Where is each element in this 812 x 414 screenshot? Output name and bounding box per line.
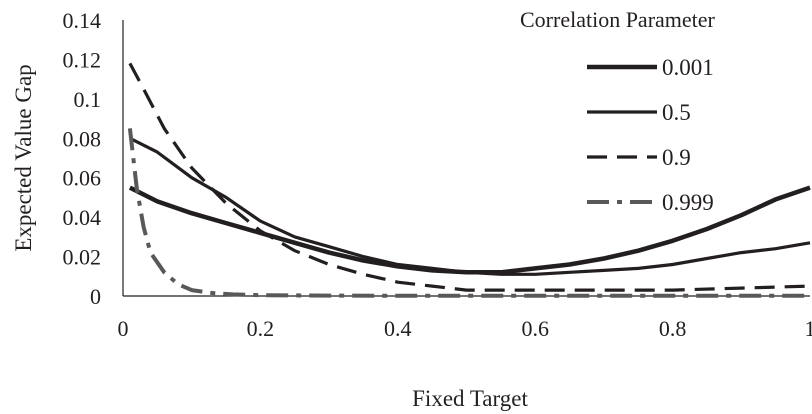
y-tick-label: 0.1 [74, 87, 102, 112]
y-tick-label: 0.04 [63, 205, 102, 230]
x-tick-label: 0.8 [659, 316, 687, 341]
x-tick-label: 0.4 [384, 316, 412, 341]
x-tick-labels: 0 0.2 0.4 0.6 0.8 1 [118, 316, 812, 341]
y-tick-labels: 0 0.02 0.04 0.06 0.08 0.1 0.12 0.14 [63, 8, 102, 309]
y-tick-label: 0.12 [63, 47, 102, 72]
y-axis-title: Expected Value Gap [11, 64, 36, 251]
y-tick-label: 0.06 [63, 166, 102, 191]
series-line-0-999 [127, 128, 810, 298]
plot-area [127, 62, 811, 298]
legend-title: Correlation Parameter [520, 7, 716, 32]
x-tick-label: 1 [805, 316, 812, 341]
y-tick-label: 0.02 [63, 245, 102, 270]
legend-label: 0.999 [662, 190, 714, 215]
series-line-0-9 [128, 62, 811, 292]
x-tick-label: 0.2 [247, 316, 275, 341]
legend: Correlation Parameter 0.001 0.5 0.9 0.999 [520, 7, 716, 215]
y-tick-label: 0.08 [63, 126, 102, 151]
x-tick-label: 0 [118, 316, 129, 341]
legend-label: 0.5 [662, 100, 691, 125]
x-axis-title: Fixed Target [412, 386, 528, 411]
series-line-0-5 [129, 136, 811, 276]
legend-label: 0.9 [662, 145, 691, 170]
legend-label: 0.001 [662, 55, 714, 80]
y-tick-label: 0 [90, 284, 101, 309]
x-tick-label: 0.6 [521, 316, 549, 341]
y-tick-label: 0.14 [63, 8, 102, 33]
